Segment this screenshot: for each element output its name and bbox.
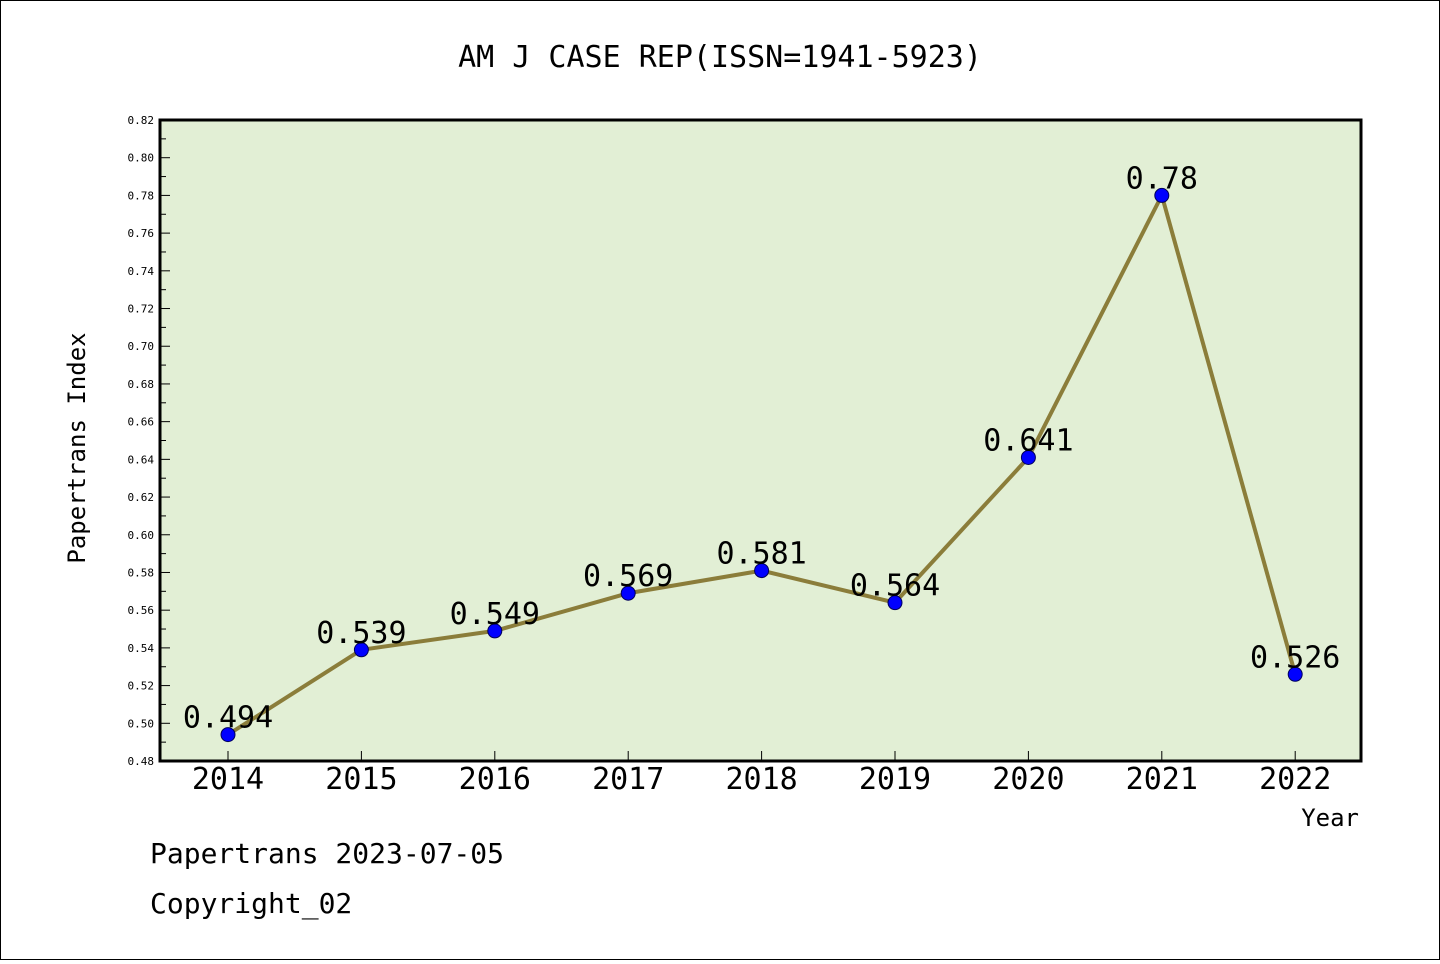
x-tick-label: 2020: [992, 762, 1064, 797]
copyright-text: Copyright_02: [150, 887, 353, 920]
data-label: 0.581: [716, 537, 806, 572]
data-label: 0.549: [450, 597, 540, 632]
y-tick-label: 0.62: [128, 491, 155, 504]
x-tick-label: 2021: [1126, 762, 1198, 797]
data-point: [220, 727, 236, 743]
y-tick-label: 0.70: [128, 340, 155, 353]
y-tick-label: 0.82: [128, 114, 155, 127]
x-tick-label: 2016: [459, 762, 531, 797]
data-markers: [220, 187, 1303, 743]
data-label: 0.539: [316, 616, 406, 651]
x-axis-label: Year: [1301, 804, 1359, 832]
x-tick-label: 2018: [725, 762, 797, 797]
y-tick-label: 0.52: [128, 680, 155, 693]
y-axis: 0.48 0.50 0.52 0.54 0.56 0.58 0.60 0.62 0.64 0.66…: [128, 114, 170, 768]
data-point: [887, 595, 903, 611]
x-axis: 2014 2015 2016 2017 2018 2019 2020 2021 2022: [192, 751, 1331, 797]
y-tick-label: 0.76: [128, 227, 155, 240]
data-label: 0.78: [1126, 161, 1198, 196]
y-axis-label: Papertrans Index: [63, 332, 91, 563]
x-tick-label: 2017: [592, 762, 664, 797]
data-label: 0.569: [583, 559, 673, 594]
data-label: 0.564: [850, 569, 940, 604]
y-tick-label: 0.50: [128, 717, 155, 730]
y-tick-label: 0.58: [128, 566, 155, 579]
y-tick-label: 0.78: [128, 189, 155, 202]
data-point: [1020, 449, 1036, 465]
x-tick-label: 2019: [859, 762, 931, 797]
data-point: [487, 623, 503, 639]
data-point: [353, 642, 369, 658]
data-label: 0.526: [1250, 640, 1340, 675]
y-tick-label: 0.66: [128, 416, 155, 429]
y-tick-label: 0.72: [128, 303, 155, 316]
data-point: [754, 563, 770, 579]
y-tick-label: 0.56: [128, 604, 155, 617]
data-point: [620, 585, 636, 601]
y-tick-label: 0.54: [128, 642, 155, 655]
x-tick-label: 2014: [192, 762, 264, 797]
data-labels: 0.494 0.539 0.549 0.569 0.581 0.564 0.641 0.78 0…: [183, 161, 1341, 735]
x-tick-label: 2022: [1259, 762, 1331, 797]
x-tick-label: 2015: [325, 762, 397, 797]
data-label: 0.641: [983, 423, 1073, 458]
y-tick-label: 0.68: [128, 378, 155, 391]
y-tick-label: 0.48: [128, 755, 155, 768]
data-label: 0.494: [183, 701, 273, 736]
y-tick-label: 0.64: [128, 453, 155, 466]
y-tick-label: 0.60: [128, 529, 155, 542]
data-point: [1154, 187, 1170, 203]
y-tick-label: 0.74: [128, 265, 155, 278]
source-stamp: Papertrans 2023-07-05: [150, 837, 505, 870]
chart-title: AM J CASE REP(ISSN=1941-5923): [458, 40, 982, 75]
data-point: [1287, 666, 1303, 682]
y-tick-label: 0.80: [128, 152, 155, 165]
